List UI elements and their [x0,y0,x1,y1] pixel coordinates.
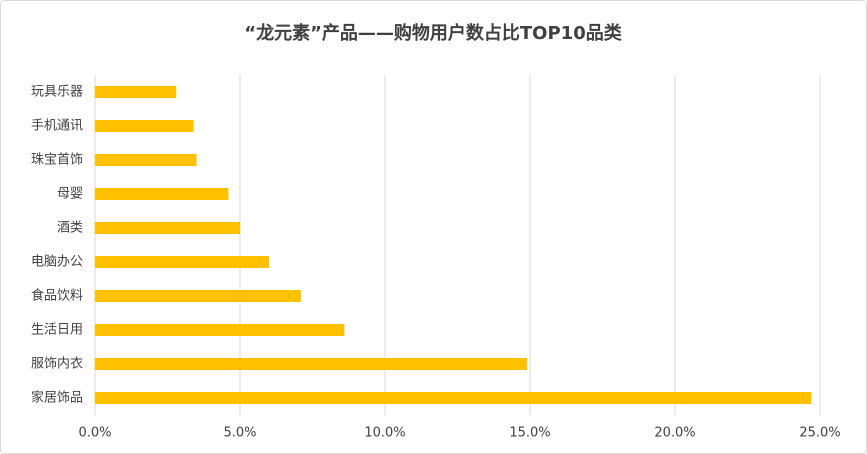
bar [95,256,269,268]
y-tick-label: 生活日用 [31,323,83,338]
x-tick-label: 5.0% [223,426,256,441]
x-tick-label: 20.0% [654,426,695,441]
bar [95,86,177,98]
y-tick-label: 珠宝首饰 [31,153,83,168]
bar [95,392,812,404]
y-tick-label: 手机通讯 [31,119,83,134]
x-tick-label: 25.0% [799,426,840,441]
bar [95,188,229,200]
x-tick-label: 10.0% [364,426,405,441]
y-tick-label: 服饰内衣 [31,356,83,372]
bar [95,358,528,370]
bar [95,222,240,234]
bar [95,154,197,166]
bar [95,290,301,302]
x-tick-label: 0.0% [78,426,111,441]
chart-title: “龙元素”产品——购物用户数占比TOP10品类 [244,22,622,44]
y-tick-label: 玩具乐器 [31,85,83,100]
x-tick-label: 15.0% [509,426,550,441]
y-tick-label: 电脑办公 [31,255,83,270]
y-tick-label: 母婴 [57,187,83,202]
bar [95,120,194,132]
y-tick-label: 酒类 [57,221,83,236]
bar [95,324,345,336]
y-tick-label: 食品饮料 [31,288,83,304]
y-tick-label: 家居饰品 [31,390,83,406]
